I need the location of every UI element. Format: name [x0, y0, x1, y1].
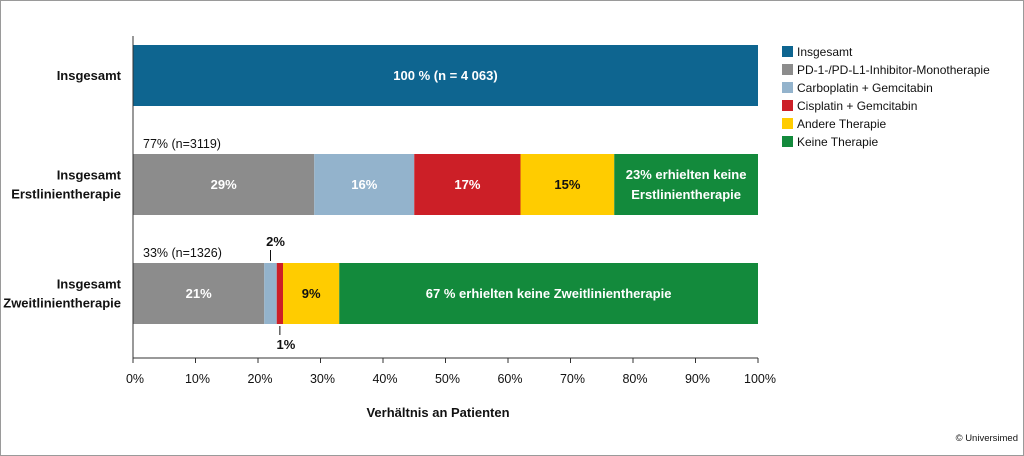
legend-swatch: [782, 118, 793, 129]
bar-segment: [283, 263, 340, 324]
bar-segment: [520, 154, 615, 215]
data-label: 29%: [211, 177, 237, 192]
x-tick-label: 100%: [744, 372, 776, 386]
bar-segment: [314, 154, 415, 215]
bar-segment: [133, 263, 265, 324]
row-label: Insgesamt: [57, 68, 122, 83]
data-label: 9%: [302, 286, 321, 301]
data-label: 2%: [266, 234, 285, 249]
data-label: 67 % erhielten keine Zweitlinientherapie: [426, 286, 672, 301]
legend-swatch: [782, 100, 793, 111]
data-label: 16%: [351, 177, 377, 192]
bar-segment: [276, 263, 283, 324]
data-label: 100 % (n = 4 063): [393, 68, 497, 83]
x-tick-label: 20%: [247, 372, 272, 386]
legend-swatch: [782, 46, 793, 57]
legend-swatch: [782, 64, 793, 75]
x-axis-title: Verhältnis an Patienten: [366, 405, 509, 420]
row-label: Zweitlinientherapie: [3, 296, 121, 311]
x-tick-label: 50%: [435, 372, 460, 386]
bar-segment: [133, 154, 315, 215]
bar-annotation: 77% (n=3119): [143, 137, 221, 151]
bar-segment: [264, 263, 277, 324]
x-tick-label: 70%: [560, 372, 585, 386]
legend-label: Keine Therapie: [797, 135, 878, 149]
bar-segment: [339, 263, 758, 324]
bar-segment: [133, 45, 758, 106]
legend-swatch: [782, 136, 793, 147]
bar-segment: [414, 154, 521, 215]
legend-label: Carboplatin + Gemcitabin: [797, 81, 933, 95]
legend-swatch: [782, 82, 793, 93]
bar-segment: [614, 154, 758, 215]
data-label: 1%: [276, 337, 295, 352]
legend-label: PD-1-/PD-L1-Inhibitor-Monotherapie: [797, 63, 990, 77]
data-label: 21%: [186, 286, 212, 301]
x-tick-label: 80%: [622, 372, 647, 386]
legend-label: Insgesamt: [797, 45, 853, 59]
x-tick-label: 40%: [372, 372, 397, 386]
x-tick-label: 90%: [685, 372, 710, 386]
copyright-text: © Universimed: [956, 433, 1018, 444]
x-tick-label: 30%: [310, 372, 335, 386]
data-label: 23% erhielten keine: [626, 167, 747, 182]
data-label: 17%: [454, 177, 480, 192]
row-label: Insgesamt: [57, 277, 122, 292]
legend-label: Cisplatin + Gemcitabin: [797, 99, 917, 113]
x-tick-label: 60%: [497, 372, 522, 386]
bar-annotation: 33% (n=1326): [143, 246, 222, 260]
data-label: 15%: [554, 177, 580, 192]
data-label: Erstlinientherapie: [631, 187, 741, 202]
legend-label: Andere Therapie: [797, 117, 887, 131]
x-tick-label: 10%: [185, 372, 210, 386]
row-label: Erstlinientherapie: [11, 187, 121, 202]
row-label: Insgesamt: [57, 168, 122, 183]
x-tick-label: 0%: [126, 372, 144, 386]
